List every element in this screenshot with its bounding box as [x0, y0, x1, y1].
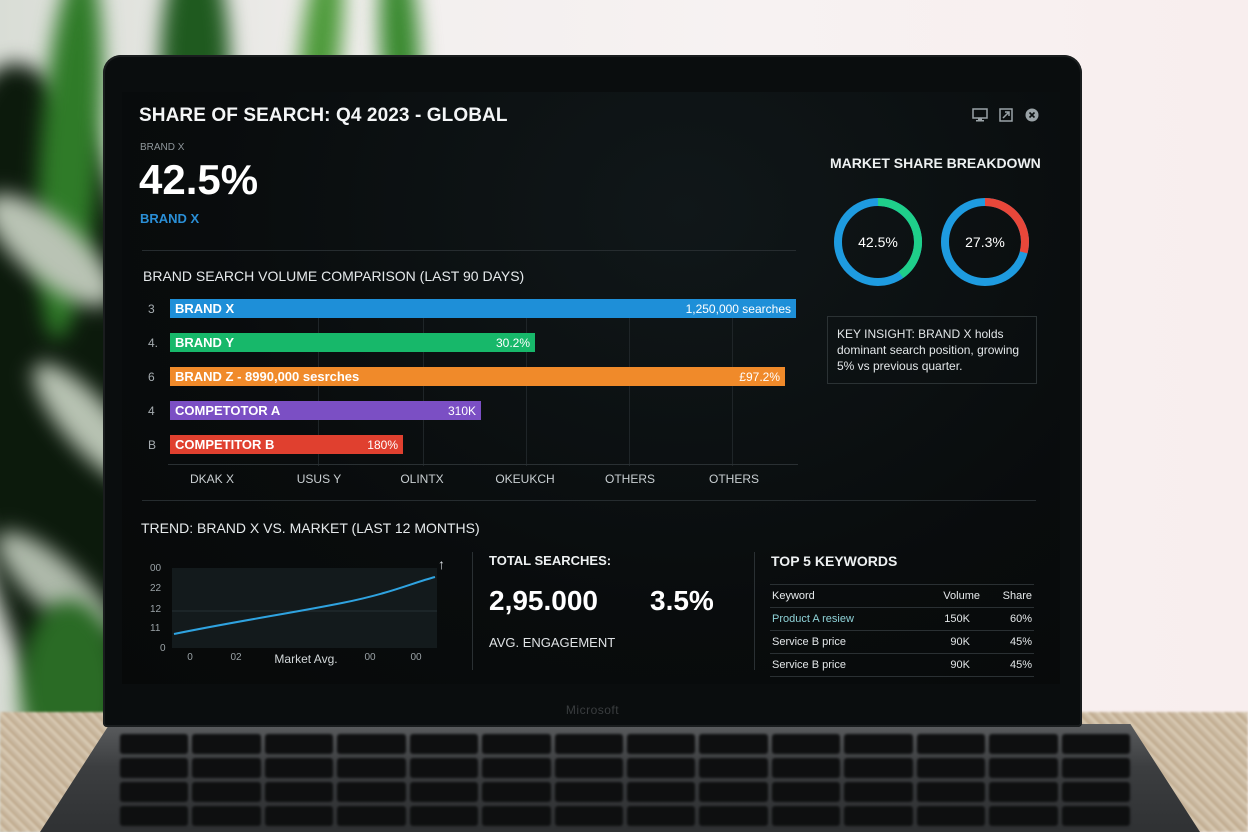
share-cell: 60%	[982, 607, 1034, 631]
total-searches-label: TOTAL SEARCHES:	[489, 553, 612, 568]
keyword-cell[interactable]: Service B price	[770, 653, 912, 677]
trend-plot-area	[172, 568, 437, 648]
bar[interactable]: COMPETOTOR A 310K	[170, 401, 481, 420]
volume-cell: 90K	[912, 653, 982, 677]
table-header-row: Keyword Volume Share	[770, 584, 1034, 608]
x-tick: 02	[230, 652, 242, 663]
bar-label: COMPETOTOR A	[175, 403, 281, 418]
x-tick: OKEUKCH	[495, 472, 555, 486]
bar[interactable]: COMPETITOR B 180%	[170, 435, 403, 454]
engagement-label: AVG. ENGAGEMENT	[489, 635, 616, 650]
header-share[interactable]: Share	[982, 584, 1034, 608]
trend-line-chart: 00 22 12 11 0 ↑ 0 02 Market Avg. 00 00	[140, 556, 450, 670]
window-controls	[972, 108, 1040, 122]
x-tick: OTHERS	[708, 472, 760, 486]
donut-chart-brand-x[interactable]: 42.5%	[832, 196, 924, 288]
bar-value: 310K	[447, 403, 476, 418]
bar-row[interactable]: 4. BRAND Y 30.2%	[142, 333, 802, 353]
donut-chart-secondary[interactable]: 27.3%	[939, 196, 1031, 288]
bar-row[interactable]: 4 COMPETOTOR A 310K	[142, 401, 802, 421]
x-tick: 0	[187, 652, 193, 663]
bar-chart-title: BRAND SEARCH VOLUME COMPARISON (LAST 90 …	[143, 268, 525, 284]
page-title: SHARE OF SEARCH: Q4 2023 - GLOBAL	[139, 105, 508, 126]
trend-end-arrow-icon: ↑	[438, 556, 445, 572]
close-icon[interactable]	[1024, 108, 1040, 122]
header-volume[interactable]: Volume	[912, 584, 982, 608]
x-tick: OLINTX	[400, 472, 444, 486]
x-tick: 00	[364, 652, 376, 663]
bar-rank: 4	[148, 404, 155, 418]
table-row[interactable]: Service B price 90K 45%	[770, 653, 1034, 677]
kpi-value: 42.5%	[139, 156, 259, 203]
trend-chart-title: TREND: BRAND X VS. MARKET (LAST 12 MONTH…	[141, 520, 480, 536]
separator	[754, 552, 755, 670]
engagement-value: 3.5%	[650, 585, 714, 616]
bar[interactable]: BRAND Z - 8990,000 sesrches £97.2%	[170, 367, 785, 386]
share-cell: 45%	[982, 653, 1034, 677]
laptop-brand-label: Microsoft	[565, 703, 620, 717]
bar-row[interactable]: 6 BRAND Z - 8990,000 sesrches £97.2%	[142, 367, 802, 387]
keyword-cell[interactable]: Product A resiew	[770, 607, 912, 631]
bar-value: 180%	[367, 437, 398, 452]
kpi-brand: BRAND X	[140, 211, 200, 226]
y-tick: 00	[150, 563, 162, 574]
y-tick: 0	[160, 643, 166, 654]
bar-rank: 6	[148, 370, 155, 384]
export-icon[interactable]	[998, 108, 1014, 122]
divider	[142, 500, 1036, 501]
bar-label: BRAND X	[175, 301, 235, 316]
bar-rank: 3	[148, 302, 155, 316]
bar-row[interactable]: B COMPETITOR B 180%	[142, 435, 802, 455]
bar-value: £97.2%	[739, 369, 780, 384]
top-keywords-title: TOP 5 KEYWORDS	[771, 553, 898, 569]
bar-value: 1,250,000 searches	[685, 301, 791, 316]
bar-rank: 4.	[148, 336, 159, 350]
laptop-keyboard	[120, 734, 1130, 832]
bar-label: BRAND Z - 8990,000 sesrches	[175, 369, 360, 384]
x-tick: USUS Y	[296, 472, 342, 486]
bar-value: 30.2%	[495, 335, 530, 350]
separator	[472, 552, 473, 670]
table-row[interactable]: Service B price 90K 45%	[770, 630, 1034, 654]
bar-chart: 3 BRAND X 1,250,000 searches 4. BRAND Y 30.2%…	[142, 296, 798, 486]
donut-label: 27.3%	[965, 234, 1005, 250]
market-share-title: MARKET SHARE BREAKDOWN	[830, 155, 1041, 171]
bar-rank: B	[148, 438, 157, 452]
kpi-label: BRAND X	[140, 142, 185, 153]
bar[interactable]: BRAND X 1,250,000 searches	[170, 299, 796, 318]
divider	[142, 250, 796, 251]
volume-cell: 90K	[912, 630, 982, 654]
bar-label: BRAND Y	[175, 335, 234, 350]
bar[interactable]: BRAND Y 30.2%	[170, 333, 535, 352]
y-tick: 11	[150, 623, 161, 634]
x-tick: DKAK X	[189, 472, 235, 486]
x-tick: OTHERS	[604, 472, 656, 486]
x-tick-market-avg: Market Avg.	[274, 652, 338, 666]
y-tick: 22	[150, 583, 162, 594]
dashboard-screen: SHARE OF SEARCH: Q4 2023 - GLOBAL BRAND …	[122, 92, 1060, 684]
y-tick: 12	[150, 604, 162, 615]
donut-label: 42.5%	[858, 234, 898, 250]
share-cell: 45%	[982, 630, 1034, 654]
monitor-icon[interactable]	[972, 108, 988, 122]
keywords-table: Keyword Volume Share Product A resiew 15…	[770, 584, 1034, 677]
x-tick: 00	[410, 652, 422, 663]
header-keyword[interactable]: Keyword	[770, 584, 912, 608]
bar-row[interactable]: 3 BRAND X 1,250,000 searches	[142, 299, 802, 319]
keyword-cell[interactable]: Service B price	[770, 630, 912, 654]
table-row[interactable]: Product A resiew 150K 60%	[770, 607, 1034, 631]
bar-label: COMPETITOR B	[175, 437, 275, 452]
volume-cell: 150K	[912, 607, 982, 631]
total-searches-value: 2,95.000	[489, 585, 598, 616]
key-insight-box: KEY INSIGHT: BRAND X holds dominant sear…	[827, 316, 1037, 384]
